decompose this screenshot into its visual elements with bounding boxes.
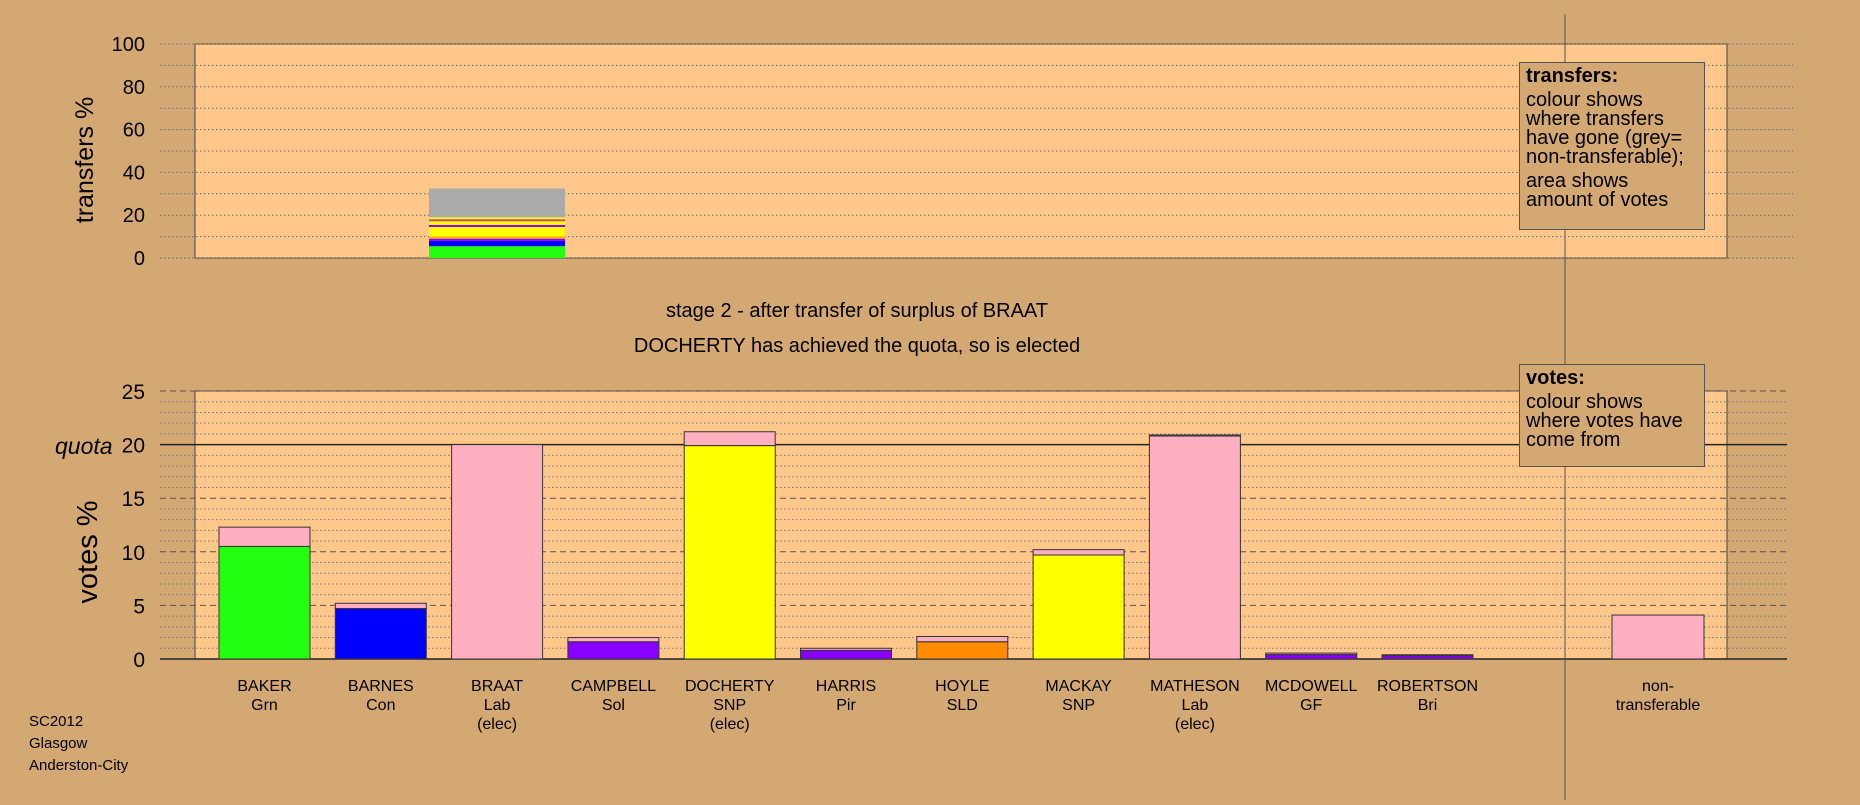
- transfers-y-tick-label: 0: [134, 248, 145, 270]
- votes-y-tick-label: 25: [122, 381, 145, 404]
- votes-y-axis-label: votes %: [72, 500, 104, 603]
- transfers-y-tick-label: 40: [123, 162, 145, 184]
- transfer-segment: [429, 188, 565, 218]
- transfer-segment: [429, 219, 565, 221]
- candidate-bar: [567, 641, 660, 660]
- candidate-name: MACKAY: [1045, 678, 1112, 695]
- candidate-transfer-segment: [683, 431, 776, 447]
- candidate-party: Lab: [484, 697, 511, 714]
- transfers-y-tick-label: 80: [123, 77, 145, 99]
- candidate-name: BARNES: [348, 678, 414, 695]
- candidate-party: SNP: [1062, 697, 1095, 714]
- stage-line-2: DOCHERTY has achieved the quota, so is e…: [634, 335, 1080, 357]
- candidate-bar: [1265, 654, 1358, 660]
- candidate-transfer-segment: [218, 526, 311, 547]
- candidate-name: BRAAT: [471, 678, 523, 695]
- candidate-labels: BAKER Grn BARNES Con BRAAT Lab (elec) CAMPBELL S…: [237, 678, 1700, 733]
- candidate-bar: [916, 641, 1009, 660]
- nontransferable-bar: [1611, 614, 1705, 660]
- transfers-bar: [429, 188, 565, 258]
- transfers-y-axis-label: transfers %: [71, 97, 99, 223]
- votes-chart: 0 5 10 15 20 25 BAKER Grn BARNES Con BRAAT Lab (ele…: [55, 381, 1787, 733]
- candidate-bar: [451, 444, 544, 660]
- transfer-segment: [429, 221, 565, 225]
- votes-bars: [218, 431, 1705, 660]
- candidate-name: HOYLE: [935, 678, 989, 695]
- candidate-name: MATHESON: [1150, 678, 1239, 695]
- candidate-transfer-segment: [334, 602, 427, 610]
- votes-y-tick-label: 20: [122, 435, 145, 458]
- candidate-name: BAKER: [237, 678, 291, 695]
- election-info: SC2012 Glasgow Anderston-City: [29, 711, 128, 777]
- votes-y-tick-label: 10: [122, 542, 145, 565]
- candidate-party: Bri: [1418, 697, 1438, 714]
- candidate-name: MCDOWELL: [1265, 678, 1358, 695]
- transfers-legend-text-2: area shows amount of votes: [1526, 170, 1669, 211]
- candidate-elected-note: (elec): [1175, 716, 1215, 733]
- candidate-party: GF: [1300, 697, 1322, 714]
- votes-y-tick-label: 0: [133, 649, 145, 672]
- transfer-segment: [429, 226, 565, 237]
- transfers-y-tick-label: 60: [123, 120, 145, 142]
- candidate-name: ROBERTSON: [1377, 678, 1478, 695]
- transfer-segment: [429, 220, 565, 222]
- transfer-segment: [429, 236, 565, 239]
- candidate-party: Con: [366, 697, 395, 714]
- transfer-segment: [429, 217, 565, 220]
- candidate-bar: [1381, 655, 1474, 660]
- votes-y-tick-label: 5: [133, 595, 145, 618]
- candidate-bar: [683, 445, 776, 660]
- candidate-transfer-segment: [916, 635, 1009, 643]
- candidate-party: Grn: [251, 697, 278, 714]
- candidate-bar: [1032, 554, 1125, 660]
- quota-label: quota: [55, 433, 113, 459]
- votes-legend-text: colour shows where votes have come from: [1526, 391, 1683, 451]
- candidate-elected-note: (elec): [477, 716, 517, 733]
- transfer-segment: [429, 240, 565, 247]
- transfers-y-tick-label: 100: [112, 34, 145, 56]
- candidate-bar: [218, 545, 311, 660]
- transfer-segment: [429, 224, 565, 227]
- candidate-party: Pir: [836, 697, 856, 714]
- transfers-legend-text-1: colour shows where transfers have gone (…: [1526, 89, 1684, 168]
- nontransferable-label: transferable: [1616, 697, 1701, 714]
- candidate-name: HARRIS: [816, 678, 876, 695]
- candidate-party: SLD: [947, 697, 978, 714]
- candidate-transfer-segment: [1032, 549, 1125, 556]
- transfers-legend-title: transfers:: [1526, 65, 1619, 87]
- transfer-segment: [429, 246, 565, 258]
- election-id: SC2012: [29, 713, 84, 730]
- votes-y-tick-label: 15: [122, 488, 145, 511]
- candidate-party: Sol: [602, 697, 625, 714]
- votes-legend: votes: colour shows where votes have com…: [1519, 364, 1705, 467]
- transfer-segment: [429, 238, 565, 241]
- votes-plot-area: [194, 390, 1728, 660]
- candidate-name: CAMPBELL: [571, 678, 656, 695]
- votes-y-ticks: 0 5 10 15 20 25: [122, 381, 145, 672]
- ward-name: Anderston-City: [29, 757, 129, 774]
- transfers-legend: transfers: colour shows where transfers …: [1519, 62, 1705, 230]
- votes-legend-title: votes:: [1526, 367, 1585, 389]
- candidate-bar: [1148, 435, 1241, 660]
- candidate-elected-note: (elec): [710, 716, 750, 733]
- candidate-bar: [334, 608, 427, 660]
- candidate-transfer-segment: [567, 637, 660, 643]
- stage-line-1: stage 2 - after transfer of surplus of B…: [666, 300, 1048, 322]
- transfers-y-tick-label: 20: [123, 205, 145, 227]
- transfers-y-ticks: 0 20 40 60 80 100: [112, 34, 145, 270]
- candidate-party: Lab: [1182, 697, 1209, 714]
- candidate-party: SNP: [713, 697, 746, 714]
- votes-gridlines: [160, 390, 1787, 660]
- council-name: Glasgow: [29, 735, 88, 752]
- nontransferable-label: non-: [1642, 678, 1674, 695]
- candidate-name: DOCHERTY: [685, 678, 775, 695]
- candidate-bar: [800, 649, 892, 660]
